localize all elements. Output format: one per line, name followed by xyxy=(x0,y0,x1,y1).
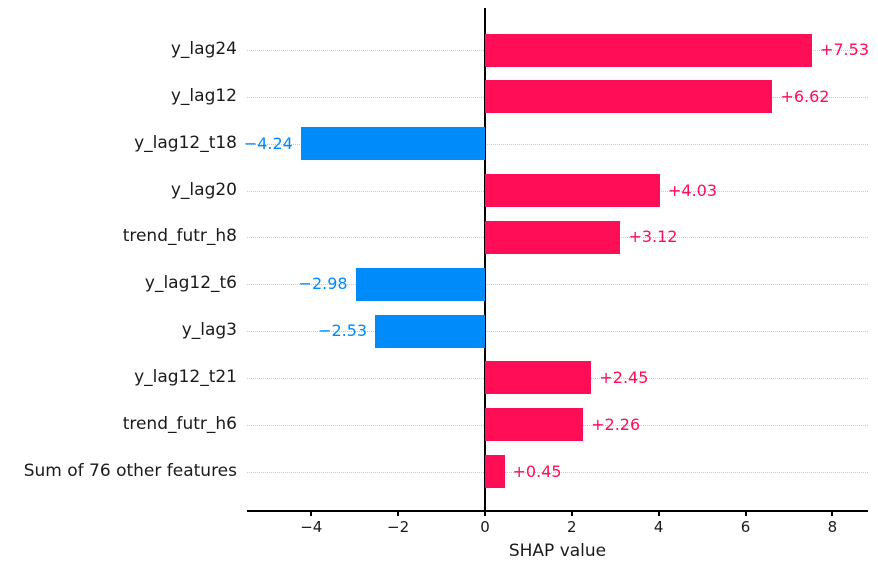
bar-value-label: +2.45 xyxy=(599,367,649,387)
y-axis-label-y_lag12: y_lag12 xyxy=(170,85,237,106)
y-axis-label-trend_futr_h6: trend_futr_h6 xyxy=(122,413,237,434)
x-tick-label: 2 xyxy=(567,518,577,536)
x-tick-label: 0 xyxy=(480,518,490,536)
bar-value-label: +3.12 xyxy=(628,227,678,247)
x-tick-label: 6 xyxy=(740,518,751,536)
x-tick xyxy=(397,510,400,516)
bar-value-label: +4.03 xyxy=(667,180,718,200)
y-axis-label-trend_futr_h8: trend_futr_h8 xyxy=(122,226,237,247)
x-tick xyxy=(744,510,747,516)
plot-area: +7.53 +6.62 −4.24 +4.03 +3.12 −2.98 −2.53 +2.45… xyxy=(243,8,869,512)
bar-value-label: −2.53 xyxy=(318,321,368,341)
y-axis-label-y_lag3: y_lag3 xyxy=(181,320,237,341)
x-tick xyxy=(570,510,573,516)
bar-trend_futr_h6 xyxy=(484,408,584,442)
bar-value-label: +6.62 xyxy=(780,86,830,106)
x-tick-label: −4 xyxy=(300,518,323,536)
bar-value-label: −2.98 xyxy=(298,274,348,294)
y-axis-label-y_lag20: y_lag20 xyxy=(170,179,237,200)
gridline xyxy=(247,143,868,145)
bar-value-label: −4.24 xyxy=(243,133,293,153)
bar-y_lag3 xyxy=(375,314,485,348)
x-tick xyxy=(831,510,834,516)
x-tick xyxy=(657,510,660,516)
x-tick-label: 8 xyxy=(827,518,838,536)
y-axis-label-y_lag12_t18: y_lag12_t18 xyxy=(134,132,237,153)
x-axis-title: SHAP value xyxy=(508,541,607,561)
y-axis-label-y_lag12_t6: y_lag12_t6 xyxy=(144,273,237,294)
bar-value-label: +7.53 xyxy=(819,40,869,59)
y-axis-label-Sum of 76 other features: Sum of 76 other features xyxy=(23,460,237,481)
bar-trend_futr_h8 xyxy=(484,220,621,254)
bar-y_lag20 xyxy=(484,174,660,208)
x-tick xyxy=(310,510,313,516)
bar-y_lag12_t18 xyxy=(300,127,485,161)
bar-y_lag24 xyxy=(484,33,812,67)
y-axis-label-y_lag24: y_lag24 xyxy=(170,39,237,59)
x-tick xyxy=(483,510,486,516)
bar-value-label: +0.45 xyxy=(512,461,562,481)
x-tick-label: 4 xyxy=(653,518,664,536)
bar-y_lag12_t21 xyxy=(484,361,592,395)
y-axis-label-y_lag12_t21: y_lag12_t21 xyxy=(134,366,237,387)
x-tick-label: −2 xyxy=(387,518,410,536)
zero-line xyxy=(483,8,486,510)
bar-y_lag12_t6 xyxy=(355,267,485,301)
bar-y_lag12 xyxy=(484,80,773,114)
gridline xyxy=(247,331,868,333)
gridline xyxy=(247,471,868,473)
bar-value-label: +2.26 xyxy=(591,414,641,434)
gridline xyxy=(247,284,868,286)
bar-Sum of 76 other features xyxy=(484,455,505,489)
